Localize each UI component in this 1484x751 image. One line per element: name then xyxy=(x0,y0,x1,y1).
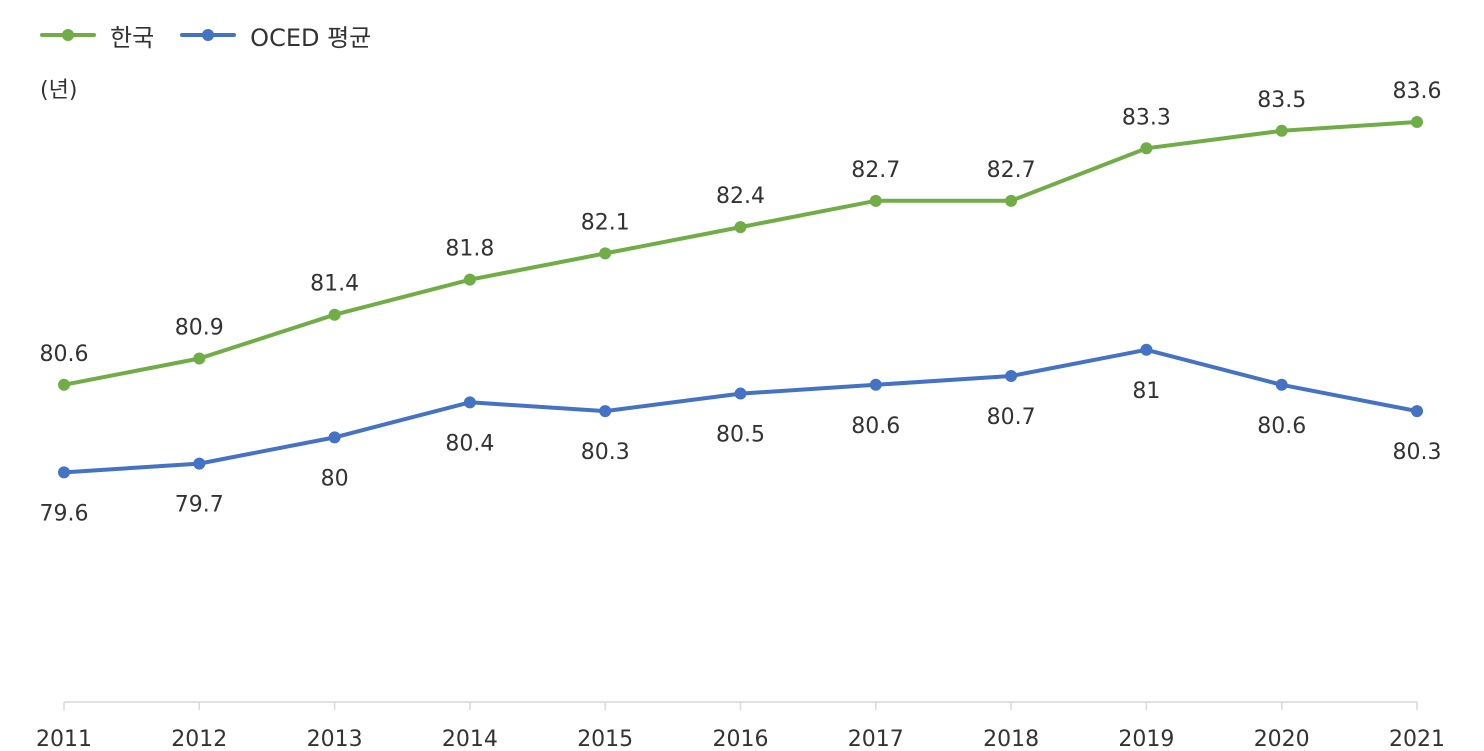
data-label-oecd-2020: 80.6 xyxy=(1257,414,1306,439)
x-tick-label-2018: 2018 xyxy=(983,727,1039,751)
data-point-korea-2018 xyxy=(1005,194,1018,207)
data-point-oecd-2014 xyxy=(463,396,476,409)
data-label-korea-2018: 82.7 xyxy=(987,158,1036,183)
x-tick-label-2011: 2011 xyxy=(36,727,92,751)
x-tick-label-2021: 2021 xyxy=(1389,727,1445,751)
x-tick-label-2020: 2020 xyxy=(1254,727,1310,751)
data-label-korea-2015: 82.1 xyxy=(581,210,630,235)
data-point-oecd-2012 xyxy=(193,457,206,470)
data-point-korea-2017 xyxy=(869,194,882,207)
data-label-korea-2021: 83.6 xyxy=(1393,79,1442,104)
data-point-oecd-2015 xyxy=(599,405,612,418)
series-line-oecd xyxy=(62,347,1419,475)
data-label-oecd-2021: 80.3 xyxy=(1393,440,1442,465)
x-tick-label-2013: 2013 xyxy=(307,727,363,751)
data-point-korea-2013 xyxy=(328,308,341,321)
data-label-oecd-2011: 79.6 xyxy=(40,501,89,526)
data-label-oecd-2018: 80.7 xyxy=(987,405,1036,430)
data-label-oecd-2012: 79.7 xyxy=(175,493,224,518)
x-tick-label-2014: 2014 xyxy=(442,727,498,751)
data-point-oecd-2018 xyxy=(1005,370,1018,383)
x-tick-label-2019: 2019 xyxy=(1118,727,1174,751)
data-label-korea-2014: 81.8 xyxy=(445,237,494,262)
legend-swatch-oecd xyxy=(180,29,237,41)
data-point-oecd-2021 xyxy=(1411,405,1423,418)
legend: 한국 OCED 평균 xyxy=(40,18,371,52)
data-point-oecd-2011 xyxy=(58,466,70,479)
data-point-korea-2016 xyxy=(734,221,747,234)
data-label-oecd-2014: 80.4 xyxy=(445,431,494,456)
data-label-oecd-2019: 81 xyxy=(1132,379,1160,404)
data-point-korea-2011 xyxy=(58,378,70,391)
data-label-korea-2016: 82.4 xyxy=(716,184,765,209)
data-label-korea-2012: 80.9 xyxy=(175,316,224,341)
data-point-oecd-2016 xyxy=(734,387,747,400)
data-point-oecd-2013 xyxy=(328,431,341,444)
data-point-korea-2012 xyxy=(193,352,206,365)
data-label-korea-2013: 81.4 xyxy=(310,272,359,297)
y-unit-label: (년) xyxy=(40,78,78,103)
data-point-korea-2014 xyxy=(463,273,476,286)
data-point-korea-2019 xyxy=(1140,142,1153,155)
legend-item-oecd[interactable]: OCED 평균 xyxy=(180,18,371,53)
legend-label-korea: 한국 xyxy=(110,23,155,52)
x-tick-label-2012: 2012 xyxy=(171,727,227,751)
series-line-korea xyxy=(62,120,1419,387)
legend-label-oecd: OCED 평균 xyxy=(250,23,372,52)
data-label-korea-2020: 83.5 xyxy=(1257,88,1306,113)
x-tick-label-2015: 2015 xyxy=(577,727,633,751)
data-label-korea-2011: 80.6 xyxy=(40,342,89,367)
data-point-korea-2015 xyxy=(599,247,612,260)
x-tick-label-2017: 2017 xyxy=(848,727,904,751)
data-label-oecd-2017: 80.6 xyxy=(851,414,900,439)
data-point-korea-2020 xyxy=(1275,124,1288,137)
data-label-oecd-2015: 80.3 xyxy=(581,440,630,465)
data-point-oecd-2017 xyxy=(869,378,882,391)
data-point-oecd-2020 xyxy=(1275,378,1288,391)
data-label-korea-2017: 82.7 xyxy=(851,158,900,183)
x-tick-label-2016: 2016 xyxy=(713,727,769,751)
data-label-oecd-2016: 80.5 xyxy=(716,423,765,448)
legend-swatch-korea xyxy=(40,29,96,41)
data-label-korea-2019: 83.3 xyxy=(1122,105,1171,130)
data-label-oecd-2013: 80 xyxy=(321,466,349,491)
legend-item-korea[interactable]: 한국 xyxy=(40,18,154,53)
data-point-korea-2021 xyxy=(1411,116,1423,128)
data-point-oecd-2019 xyxy=(1140,343,1153,356)
